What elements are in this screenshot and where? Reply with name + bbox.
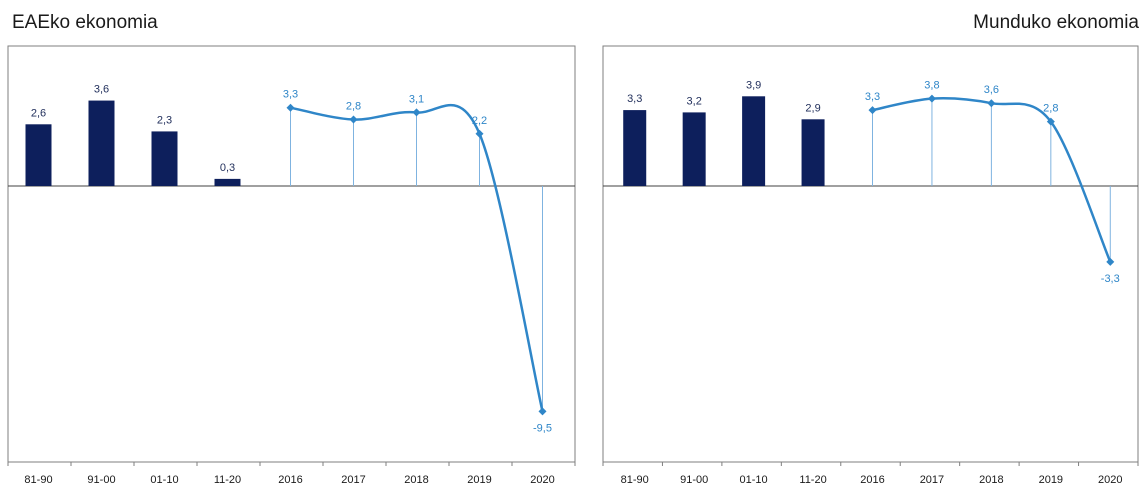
line-data-label: 3,8: [924, 80, 939, 92]
bar-data-label: 3,3: [627, 93, 642, 105]
x-tick-label: 2018: [404, 474, 428, 486]
line-point: [987, 99, 996, 108]
line-data-label: -9,5: [533, 422, 552, 434]
x-tick-label: 91-00: [680, 474, 708, 486]
line-data-label: 3,3: [283, 89, 298, 101]
chart-title-right: Munduko ekonomia: [973, 12, 1139, 33]
bar-data-label: 2,3: [157, 114, 172, 126]
x-tick-label: 01-10: [150, 474, 178, 486]
bar-data-label: 2,6: [31, 107, 46, 119]
line-point: [286, 103, 295, 112]
bar: [742, 96, 766, 186]
x-tick-label: 01-10: [740, 474, 768, 486]
bar: [801, 119, 825, 186]
line-point: [1046, 117, 1055, 126]
bar-data-label: 3,9: [746, 79, 761, 91]
series-line: [872, 97, 1112, 263]
line-point: [868, 106, 877, 115]
bar: [682, 112, 706, 186]
x-tick-label: 2020: [1098, 474, 1122, 486]
line-data-label: -3,3: [1101, 273, 1120, 285]
chart-title-left: EAEko ekonomia: [12, 12, 158, 33]
x-tick-label: 2017: [341, 474, 365, 486]
line-point: [1106, 257, 1115, 266]
line-data-label: 3,6: [984, 84, 999, 96]
bar-data-label: 3,6: [94, 84, 109, 96]
x-tick-label: 2016: [860, 474, 884, 486]
x-tick-label: 11-20: [799, 474, 826, 486]
x-tick-label: 2019: [467, 474, 491, 486]
bar-data-label: 0,3: [220, 162, 235, 174]
line-point: [349, 115, 358, 124]
x-tick-label: 91-00: [87, 474, 115, 486]
line-data-label: 3,3: [865, 91, 880, 103]
bar-data-label: 3,2: [687, 95, 702, 107]
bar: [214, 178, 241, 186]
x-tick-label: 2020: [530, 474, 554, 486]
line-point: [412, 108, 421, 117]
plot-frame: [7, 45, 576, 463]
line-point: [538, 407, 547, 416]
x-tick-label: 2019: [1039, 474, 1063, 486]
bar: [25, 124, 52, 186]
x-tick-label: 11-20: [214, 474, 241, 486]
chart-munduko: 81-90 91-00 01-10 11-20 2016 2017 2018 2019 2020…: [602, 45, 1139, 486]
line-point: [927, 94, 936, 103]
line-data-label: 3,1: [409, 93, 424, 105]
x-tick-label: 2016: [278, 474, 302, 486]
x-tick-label: 81-90: [24, 474, 52, 486]
line-data-label: 2,8: [1043, 103, 1058, 115]
chart-eaeko: 81-90 91-00 01-10 11-20 2016 2017 2018 2019 2020…: [7, 45, 576, 486]
x-tick-label: 2017: [920, 474, 944, 486]
bar: [88, 100, 115, 186]
x-tick-label: 2018: [979, 474, 1003, 486]
line-data-label: 2,8: [346, 101, 361, 113]
bar: [151, 131, 178, 186]
x-tick-label: 81-90: [621, 474, 649, 486]
line-point: [475, 129, 484, 138]
line-data-label: 2,2: [472, 115, 487, 127]
bar: [623, 110, 647, 186]
plot-frame: [602, 45, 1139, 463]
series-line: [290, 103, 544, 412]
bar-data-label: 2,9: [805, 102, 820, 114]
